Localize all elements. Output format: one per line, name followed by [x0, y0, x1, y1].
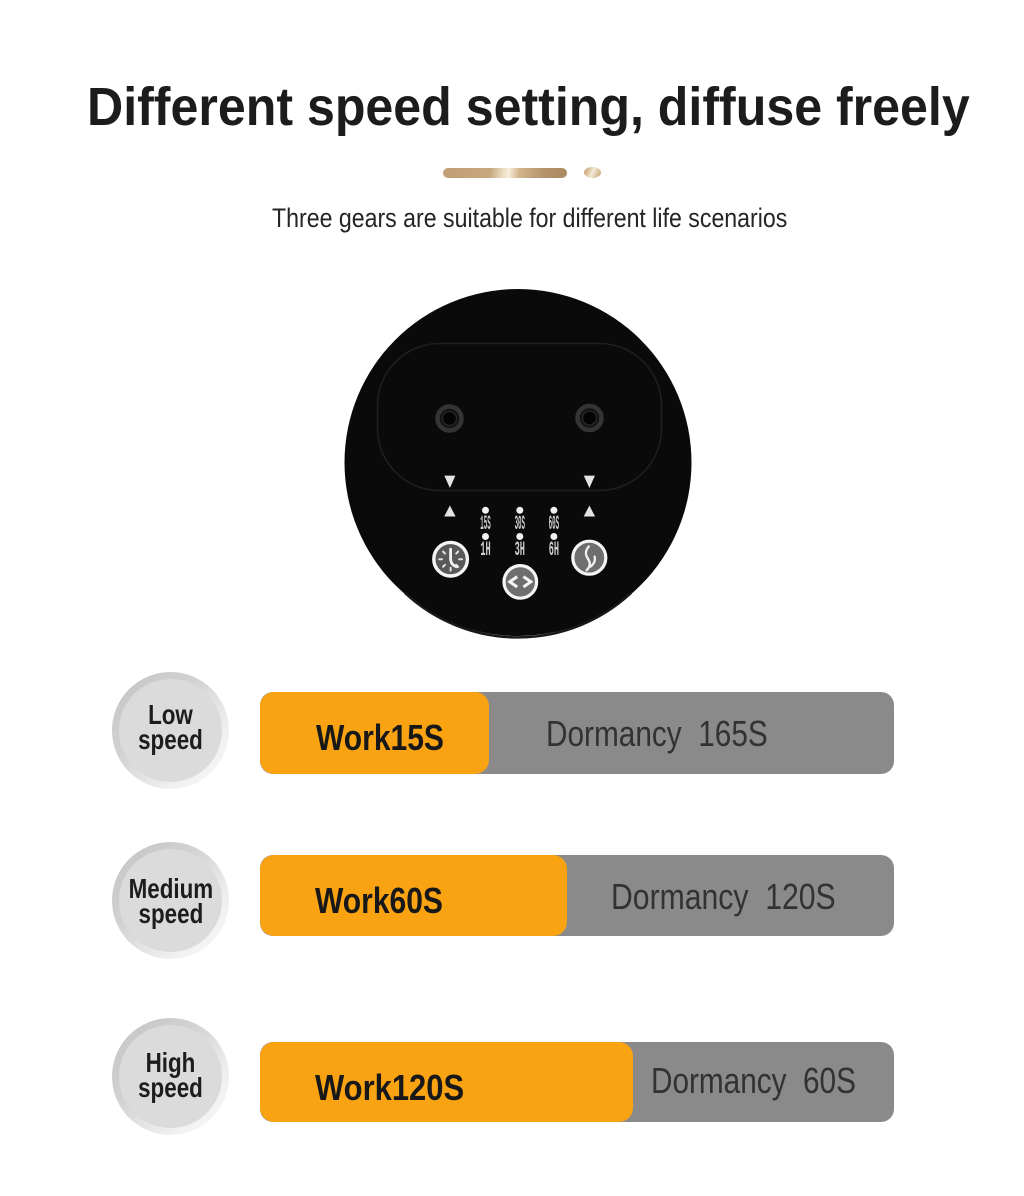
- svg-text:1H: 1H: [480, 538, 490, 561]
- svg-text:15S: 15S: [480, 514, 491, 536]
- svg-text:3H: 3H: [515, 538, 525, 561]
- svg-text:60S: 60S: [549, 514, 560, 536]
- svg-text:30S: 30S: [515, 514, 526, 536]
- svg-text:6H: 6H: [549, 538, 559, 561]
